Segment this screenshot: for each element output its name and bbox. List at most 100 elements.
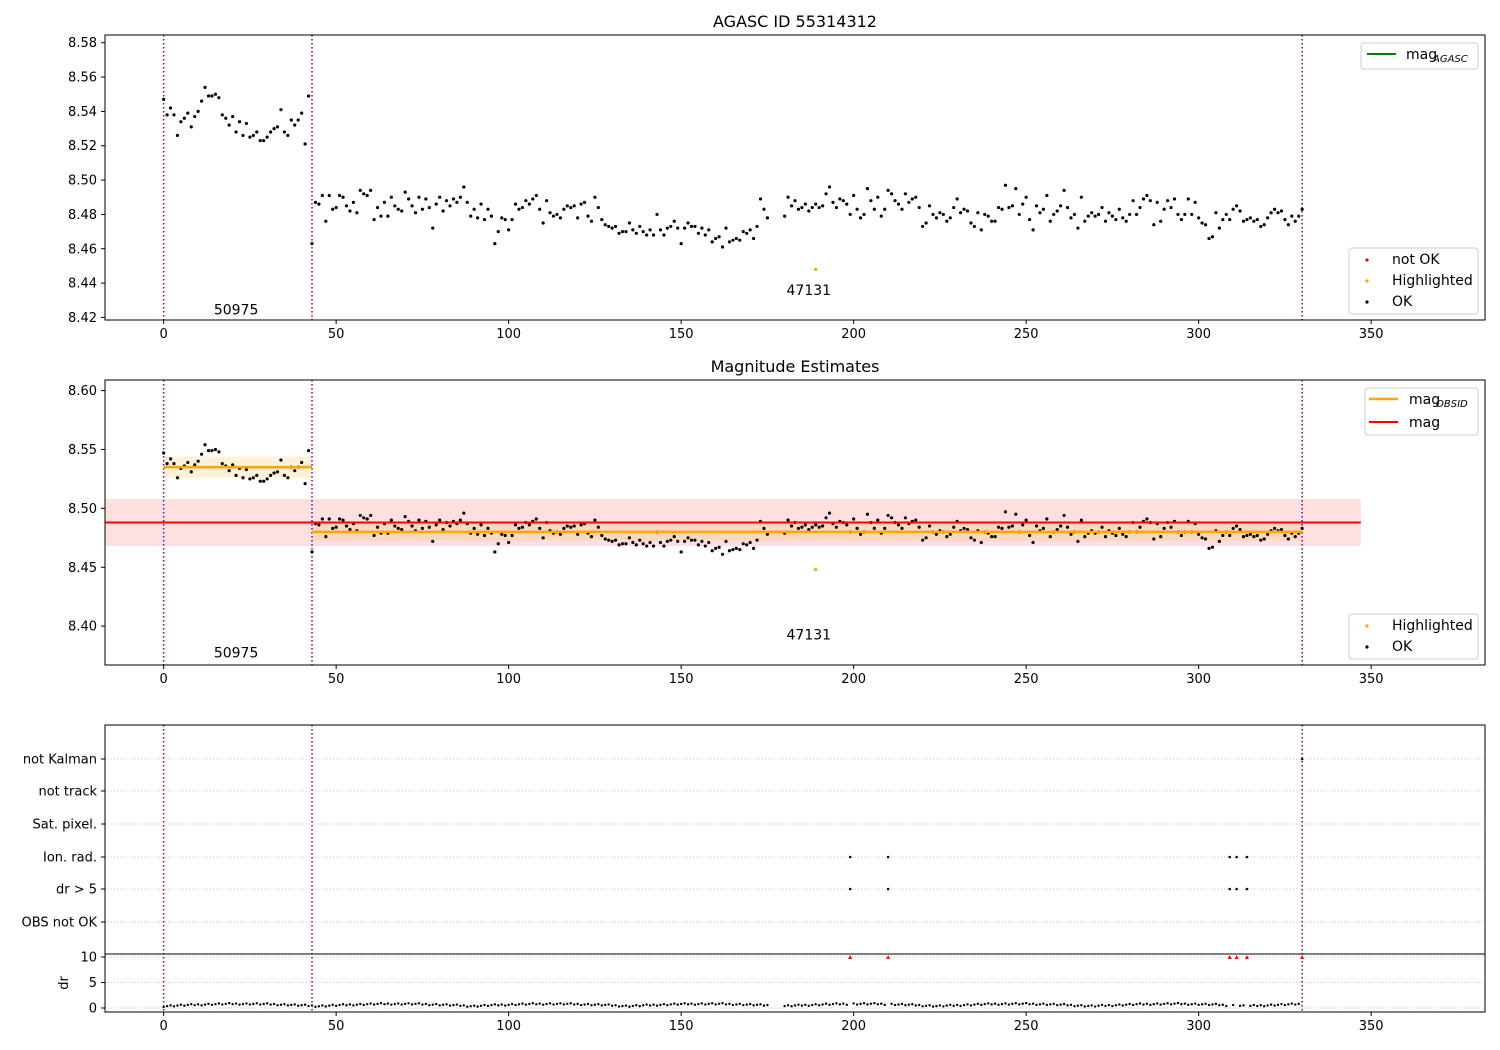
- ok-point: [272, 471, 276, 475]
- dr-point: [797, 1003, 800, 1006]
- ok-point: [655, 212, 659, 217]
- dr-point: [210, 1003, 214, 1007]
- dr-point: [214, 1002, 217, 1006]
- ok-point: [541, 536, 545, 540]
- ok-point: [1186, 197, 1190, 201]
- dr-point: [548, 1002, 552, 1005]
- ok-point: [334, 205, 338, 210]
- ok-point: [1038, 211, 1042, 215]
- ok-point: [1114, 533, 1118, 538]
- ok-point: [752, 546, 756, 551]
- dr-point: [341, 1003, 345, 1006]
- dr-clipped-marker: [1234, 955, 1239, 959]
- ok-point: [213, 447, 217, 452]
- ok-point: [955, 197, 959, 201]
- ok-point: [517, 526, 521, 530]
- dr-point: [290, 1003, 293, 1007]
- ok-point: [1279, 209, 1284, 213]
- ok-point: [1266, 216, 1270, 220]
- ok-point: [175, 133, 180, 138]
- dr-point: [752, 1004, 755, 1007]
- ok-point: [365, 517, 369, 521]
- ok-point: [1293, 219, 1297, 223]
- ok-point: [945, 219, 949, 223]
- dr-point: [486, 1004, 490, 1008]
- ok-point: [717, 545, 721, 549]
- ok-point: [569, 525, 573, 529]
- ok-point: [990, 219, 994, 223]
- ok-point: [507, 540, 511, 545]
- x-tick-label: 50: [328, 1019, 345, 1034]
- dr-point: [579, 1003, 583, 1007]
- dr-point: [1266, 1004, 1269, 1007]
- dr-point: [631, 1004, 635, 1008]
- ok-point: [248, 135, 252, 139]
- ok-point: [1241, 219, 1246, 223]
- ok-point: [1248, 216, 1252, 220]
- dr-point: [1180, 1003, 1183, 1006]
- ok-point: [196, 109, 200, 114]
- ok-point: [165, 462, 169, 466]
- ok-point: [1121, 532, 1125, 536]
- ok-point: [293, 469, 297, 473]
- ok-point: [589, 219, 594, 223]
- ok-point: [900, 207, 904, 211]
- dr-point: [817, 1004, 821, 1007]
- ok-point: [872, 526, 876, 530]
- ok-point: [1034, 204, 1039, 208]
- ok-point: [1007, 525, 1011, 529]
- dr-point: [162, 1005, 165, 1009]
- ok-point: [965, 209, 970, 213]
- dr-point: [369, 1002, 372, 1005]
- ok-point: [1221, 217, 1225, 222]
- ok-point: [513, 523, 518, 527]
- dr-point: [531, 1002, 534, 1005]
- dr-point: [348, 1003, 352, 1006]
- ok-point: [1059, 524, 1063, 528]
- ok-point: [1176, 212, 1180, 217]
- dr-point: [1204, 1002, 1207, 1005]
- ok-point: [200, 99, 204, 103]
- ok-point: [310, 550, 314, 554]
- dr-point: [914, 1004, 917, 1007]
- ok-point: [1103, 219, 1108, 223]
- ok-point: [841, 199, 845, 203]
- ok-point: [1103, 535, 1108, 539]
- ok-point: [1141, 197, 1146, 201]
- ok-point: [441, 209, 445, 213]
- ok-point: [431, 539, 435, 543]
- ok-point: [1262, 537, 1266, 541]
- ok-point: [448, 204, 452, 208]
- ok-point: [296, 118, 300, 122]
- ok-point: [1010, 204, 1014, 208]
- ok-point: [810, 205, 814, 210]
- ok-point: [493, 550, 497, 554]
- ok-point: [224, 116, 228, 120]
- ok-point: [362, 192, 366, 196]
- ok-point: [686, 221, 690, 225]
- dr-point: [538, 1002, 541, 1005]
- dr-point: [949, 1003, 952, 1006]
- ok-point: [375, 525, 380, 529]
- ok-point: [193, 463, 197, 467]
- ok-point: [876, 195, 880, 199]
- dr-point: [742, 1003, 745, 1007]
- ok-point: [1134, 212, 1139, 217]
- dr-point: [466, 1005, 469, 1008]
- dr-point: [1093, 1005, 1097, 1008]
- y-tick-label: 8.52: [68, 139, 97, 154]
- dr-point: [183, 1004, 186, 1007]
- ok-point: [924, 536, 928, 540]
- dr-point: [880, 1002, 883, 1005]
- ok-point: [438, 195, 442, 199]
- ok-point: [286, 476, 290, 480]
- ok-point: [431, 226, 435, 230]
- ok-point: [569, 205, 573, 210]
- ok-point: [369, 513, 373, 518]
- dr-point: [793, 1004, 797, 1007]
- dr-point: [438, 1004, 441, 1007]
- ok-point: [1107, 211, 1111, 215]
- light-curve-panel: AGASC ID 55314312 50975 47131 0 50 100 150 20…: [68, 12, 1486, 342]
- ok-point: [762, 526, 766, 530]
- ok-point: [1245, 533, 1249, 538]
